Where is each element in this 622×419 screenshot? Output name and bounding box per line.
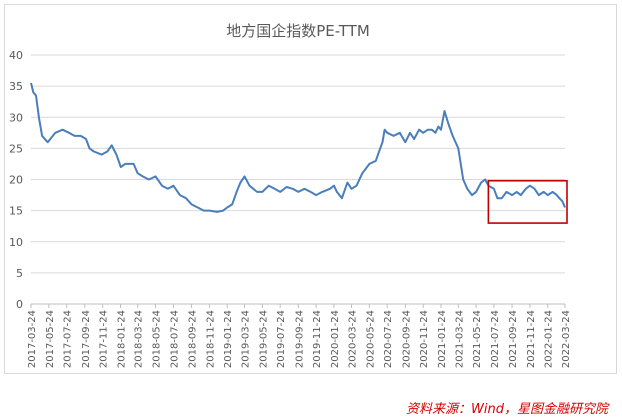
x-tick-label: 2019-07-24	[276, 310, 287, 368]
x-tick-label: 2018-05-24	[152, 310, 163, 368]
y-tick-label: 25	[9, 142, 23, 155]
x-tick-label: 2018-03-24	[134, 310, 145, 368]
x-tick-label: 2021-09-24	[508, 310, 519, 368]
x-tick-label: 2022-03-24	[561, 310, 572, 368]
y-tick-label: 0	[16, 298, 23, 311]
x-tick-label: 2021-01-24	[437, 310, 448, 368]
x-tick-label: 2018-07-24	[169, 310, 180, 368]
x-tick-label: 2017-03-24	[27, 310, 38, 368]
x-tick-label: 2021-03-24	[454, 310, 465, 368]
y-tick-label: 40	[9, 49, 23, 62]
x-tick-label: 2017-07-24	[63, 310, 74, 368]
x-tick-label: 2020-01-24	[330, 310, 341, 368]
x-tick-label: 2017-05-24	[45, 310, 56, 368]
x-tick-label: 2020-11-24	[419, 310, 430, 368]
x-tick-label: 2018-11-24	[205, 310, 216, 368]
x-tick-label: 2019-05-24	[258, 310, 269, 368]
x-tick-label: 2021-05-24	[472, 310, 483, 368]
chart-frame	[4, 4, 617, 374]
y-tick-label: 30	[9, 111, 23, 124]
x-tick-label: 2020-03-24	[348, 310, 359, 368]
highlight-box	[487, 179, 568, 224]
x-tick-label: 2020-05-24	[365, 310, 376, 368]
x-tick-label: 2018-01-24	[116, 310, 127, 368]
x-tick-label: 2019-09-24	[294, 310, 305, 368]
x-tick-label: 2022-01-24	[544, 310, 555, 368]
x-tick-label: 2018-09-24	[188, 310, 199, 368]
x-tick-label: 2021-11-24	[526, 310, 537, 368]
x-tick-label: 2020-09-24	[401, 310, 412, 368]
x-tick-label: 2017-09-24	[81, 310, 92, 368]
y-tick-label: 35	[9, 80, 23, 93]
y-tick-label: 20	[9, 174, 23, 187]
x-tick-label: 2020-07-24	[383, 310, 394, 368]
y-tick-label: 15	[9, 205, 23, 218]
pe-ttm-series-line	[30, 82, 566, 213]
x-tick-label: 2021-07-24	[490, 310, 501, 368]
x-tick-label: 2019-11-24	[312, 310, 323, 368]
y-tick-label: 5	[16, 267, 23, 280]
y-tick-label: 10	[9, 236, 23, 249]
x-tick-label: 2019-03-24	[240, 310, 251, 368]
chart-title: 地方国企指数PE-TTM	[226, 22, 370, 40]
x-tick-label: 2019-01-24	[223, 310, 234, 368]
x-tick-label: 2017-11-24	[99, 310, 110, 368]
source-note: 资料来源：Wind，星图金融研究院	[406, 402, 608, 417]
